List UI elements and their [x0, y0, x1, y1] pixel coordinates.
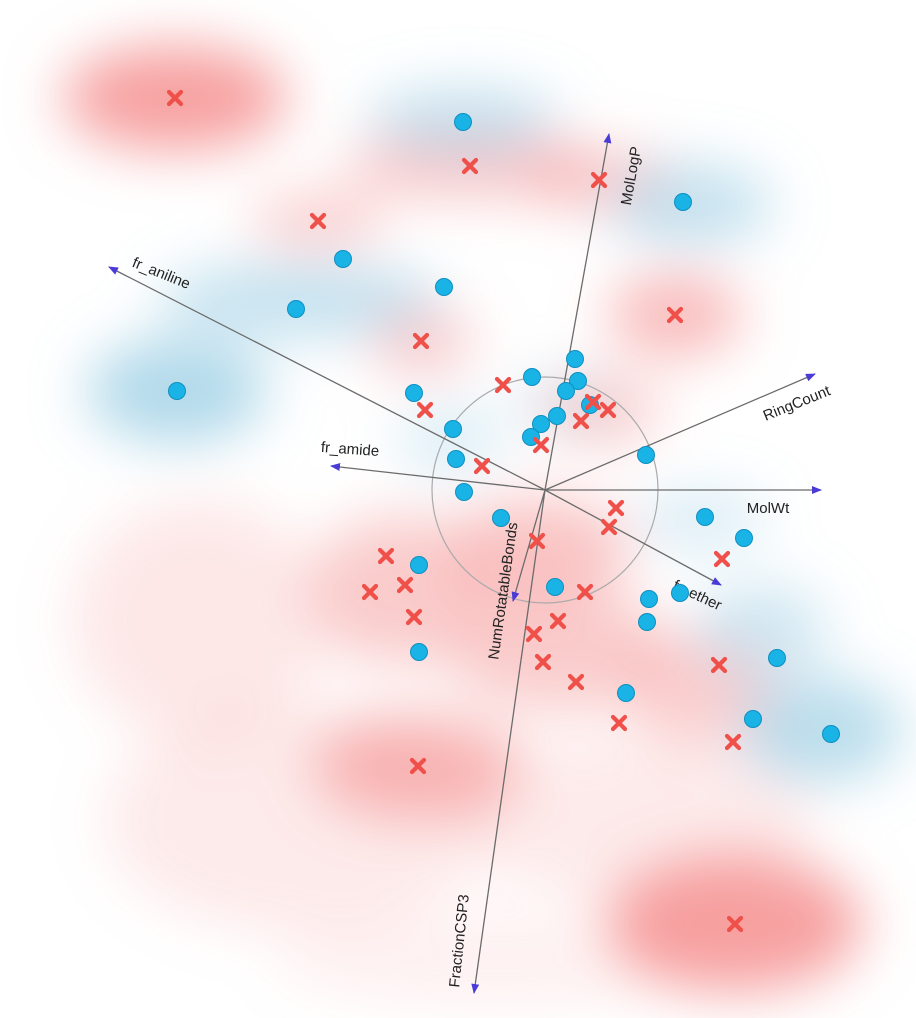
density-red-region: [275, 915, 725, 1005]
cross-point: [528, 532, 546, 550]
circle-point: [557, 382, 575, 400]
density-blue-region: [397, 402, 503, 478]
cross-point: [166, 89, 184, 107]
loading-label-molwt: MolWt: [747, 500, 790, 517]
density-red-region: [72, 500, 328, 740]
cross-point: [494, 376, 512, 394]
circle-point: [168, 382, 186, 400]
loading-vector-fr-aniline: [108, 266, 546, 491]
cross-point: [461, 157, 479, 175]
cross-point: [309, 212, 327, 230]
circle-point: [566, 350, 584, 368]
cross-point: [584, 393, 602, 411]
cross-point: [534, 653, 552, 671]
loading-vector-fr-amide: [330, 463, 546, 491]
density-red-region: [467, 737, 813, 903]
circle-point: [548, 407, 566, 425]
cross-point: [666, 306, 684, 324]
circle-point: [410, 556, 428, 574]
cross-point: [710, 656, 728, 674]
circle-point: [492, 509, 510, 527]
cross-point: [549, 612, 567, 630]
circle-point: [640, 590, 658, 608]
circle-point: [523, 368, 541, 386]
cross-point: [416, 401, 434, 419]
circle-point: [638, 613, 656, 631]
cross-point: [412, 332, 430, 350]
circle-point: [674, 193, 692, 211]
density-blue-region: [157, 262, 443, 338]
cross-point: [396, 576, 414, 594]
cross-point: [599, 401, 617, 419]
circle-point: [671, 584, 689, 602]
cross-point: [590, 171, 608, 189]
circle-point: [532, 415, 550, 433]
circle-point: [405, 384, 423, 402]
loading-vector-fr-ether: [544, 489, 722, 586]
circle-point: [447, 450, 465, 468]
circle-point: [744, 710, 762, 728]
cross-points: [166, 89, 744, 933]
circle-point: [617, 684, 635, 702]
circle-point: [735, 529, 753, 547]
cross-point: [532, 436, 550, 454]
cross-point: [405, 608, 423, 626]
cross-point: [473, 457, 491, 475]
cross-point: [576, 583, 594, 601]
density-red-region: [105, 707, 495, 933]
cross-point: [361, 583, 379, 601]
cross-point: [572, 412, 590, 430]
cross-point: [713, 550, 731, 568]
circle-point: [287, 300, 305, 318]
loading-vector-ringcount: [544, 373, 816, 491]
circle-point: [334, 250, 352, 268]
loading-vectors: [108, 133, 822, 994]
circle-point: [822, 725, 840, 743]
cross-point: [377, 547, 395, 565]
circle-point: [435, 278, 453, 296]
cross-point: [600, 518, 618, 536]
cross-point: [607, 499, 625, 517]
circle-point: [444, 420, 462, 438]
density-background: [62, 45, 903, 1005]
cross-point: [610, 714, 628, 732]
density-blue-region: [737, 677, 903, 783]
circle-point: [455, 483, 473, 501]
cross-point: [726, 915, 744, 933]
circle-point: [454, 113, 472, 131]
cross-point: [409, 757, 427, 775]
circle-point: [410, 643, 428, 661]
density-blue-region: [692, 585, 828, 675]
cross-point: [567, 673, 585, 691]
cross-point: [525, 625, 543, 643]
circle-point: [569, 372, 587, 390]
circle-point: [546, 578, 564, 596]
circle-point: [768, 649, 786, 667]
density-red-region: [447, 590, 673, 710]
circle-point: [637, 446, 655, 464]
loading-label-fr-amide: fr_amide: [320, 439, 379, 460]
circle-points: [168, 113, 840, 743]
cross-point: [724, 733, 742, 751]
loading-vector-fractioncsp3: [471, 489, 546, 994]
circle-point: [696, 508, 714, 526]
loading-vector-mollogp: [544, 133, 612, 491]
loading-vector-numrotatablebonds: [511, 489, 546, 602]
